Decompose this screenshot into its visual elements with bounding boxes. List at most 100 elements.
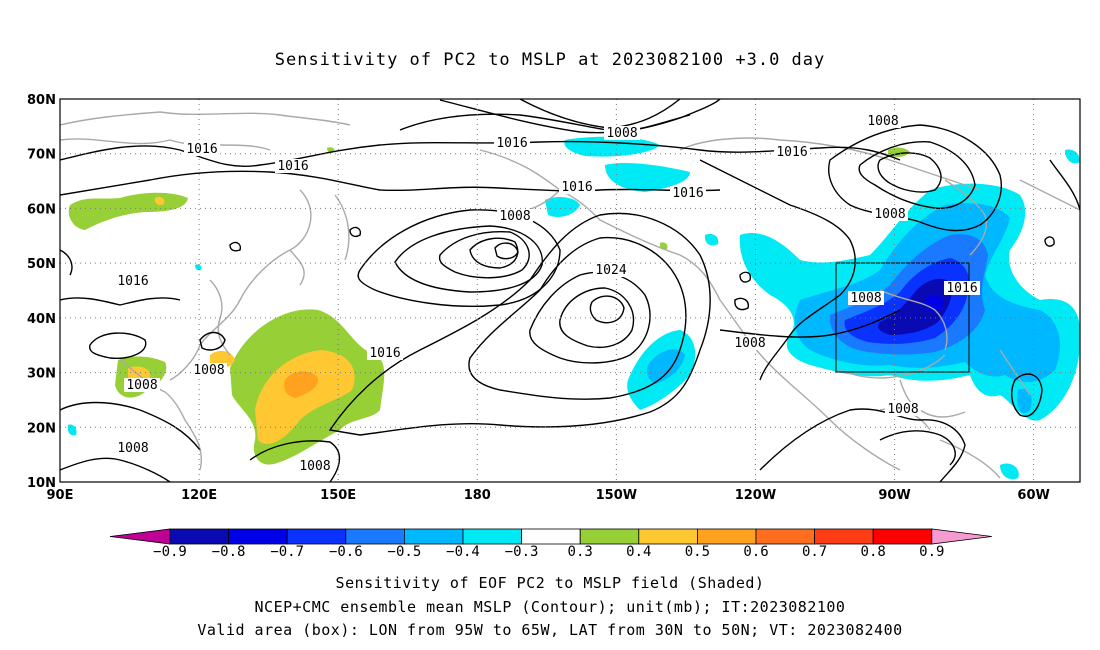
colorbar-label: −0.4 [446, 544, 480, 560]
colorbar-swatch [521, 528, 581, 545]
contour-label: 1008 [193, 363, 224, 378]
contour-label: 1016 [672, 186, 703, 201]
contour-label-bg [115, 274, 151, 288]
contour-label-bg [184, 142, 220, 156]
map-title: Sensitivity of PC2 to MSLP at 2023082100… [274, 50, 826, 70]
contour-label: 1016 [776, 145, 807, 160]
contour-label: 1008 [850, 291, 881, 306]
contour-label: 1008 [299, 459, 330, 474]
contour-label: 1016 [117, 274, 148, 289]
colorbar-swatch [755, 528, 815, 545]
colorbar-label: −0.5 [388, 544, 422, 560]
negative-region-core [878, 278, 952, 335]
colorbar-swatch [345, 528, 405, 545]
contour-label: 1016 [496, 136, 527, 151]
lon-label: 150W [596, 488, 637, 503]
contour-label-bg [593, 263, 629, 277]
contour-label: 1008 [867, 114, 898, 129]
contour-labels: 1016 1016 1016 1016 1016 1016 1016 1016 1016 1008… [115, 114, 980, 474]
contour-label-bg [275, 159, 311, 173]
positive-region-max [284, 371, 319, 398]
colorbar-label: −0.9 [153, 544, 187, 560]
colorbar-label: 0.5 [685, 544, 710, 560]
lat-label: 40N [27, 312, 56, 327]
latitude-labels: 80N 70N 60N 50N 40N 30N 20N 10N [27, 93, 56, 491]
coastlines [60, 111, 1080, 479]
lat-label: 80N [27, 93, 56, 108]
contour-label-bg [124, 378, 160, 392]
contour-label-bg [604, 126, 640, 140]
contour-label: 1008 [117, 441, 148, 456]
contour-label-bg [732, 336, 768, 350]
colorbar-label: 0.4 [626, 544, 651, 560]
contour-label-bg [774, 145, 810, 159]
contour-label: 1016 [369, 346, 400, 361]
map-frame [59, 98, 1081, 483]
colorbar-swatch [403, 528, 464, 545]
caption-shading: Sensitivity of EOF PC2 to MSLP field (Sh… [335, 574, 765, 592]
sensitivity-shading [67, 136, 1080, 480]
contour-label: 1016 [946, 281, 977, 296]
contour-label-bg [872, 207, 908, 221]
lat-label: 30N [27, 367, 56, 382]
colorbar-label: 0.3 [568, 544, 593, 560]
contour-label: 1016 [277, 159, 308, 174]
contour-label-bg [559, 180, 595, 194]
colorbar-swatch [228, 528, 288, 545]
contour-label-bg [670, 186, 706, 200]
contour-label-bg [367, 346, 403, 360]
contour-label-bg [297, 459, 333, 473]
colorbar-label: 0.8 [861, 544, 886, 560]
lat-label: 10N [27, 476, 56, 491]
contour-label-bg [494, 136, 530, 150]
colorbar-swatch [697, 528, 757, 545]
colorbar-label: −0.8 [212, 544, 246, 560]
colorbar-min-triangle [109, 528, 171, 545]
colorbar-label: 0.7 [802, 544, 827, 560]
contour-label: 1008 [887, 402, 918, 417]
colorbar-swatch [814, 528, 874, 545]
lon-label: 120E [181, 488, 217, 503]
lon-label: 180 [464, 488, 491, 503]
lon-label: 120W [735, 488, 776, 503]
contour-label-bg [944, 281, 980, 295]
colorbar-label: −0.3 [505, 544, 539, 560]
lon-label: 90W [878, 488, 910, 503]
caption-valid-area: Valid area (box): LON from 95W to 65W, L… [197, 621, 903, 639]
contour-label-bg [191, 363, 227, 377]
contour-label-bg [848, 291, 884, 305]
contour-label-bg [115, 441, 151, 455]
lat-label: 20N [27, 421, 56, 436]
contour-label: 1024 [595, 263, 626, 278]
lat-label: 70N [27, 148, 56, 163]
contour-label-bg [497, 209, 533, 223]
lon-label: 90E [47, 488, 74, 503]
colorbar-swatch [462, 528, 522, 545]
colorbar-label: 0.6 [743, 544, 768, 560]
contour-label: 1008 [126, 378, 157, 393]
gridlines [60, 99, 1080, 482]
contour-label-bg [865, 114, 901, 128]
contour-label: 1008 [499, 209, 530, 224]
contour-label: 1016 [186, 142, 217, 157]
contour-label: 1008 [734, 336, 765, 351]
longitude-labels: 90E 120E 150E 180 150W 120W 90W 60W [47, 488, 1050, 503]
positive-region-core [255, 350, 355, 444]
colorbar-label: 0.9 [919, 544, 944, 560]
colorbar-swatch [638, 528, 698, 545]
colorbar-swatch [579, 528, 640, 545]
contour-label-bg [885, 402, 921, 416]
colorbar-swatch [872, 528, 933, 545]
colorbar-label: −0.6 [329, 544, 363, 560]
colorbar-swatch [169, 528, 229, 545]
colorbar-label: −0.7 [270, 544, 304, 560]
lat-label: 50N [27, 257, 56, 272]
lat-label: 60N [27, 202, 56, 217]
colorbar-max-triangle [931, 528, 992, 545]
contour-label: 1016 [561, 180, 592, 195]
positive-region-siberia [68, 192, 188, 230]
lon-label: 150E [320, 488, 356, 503]
caption-contour: NCEP+CMC ensemble mean MSLP (Contour); u… [254, 598, 846, 616]
colorbar-swatch [286, 528, 347, 545]
